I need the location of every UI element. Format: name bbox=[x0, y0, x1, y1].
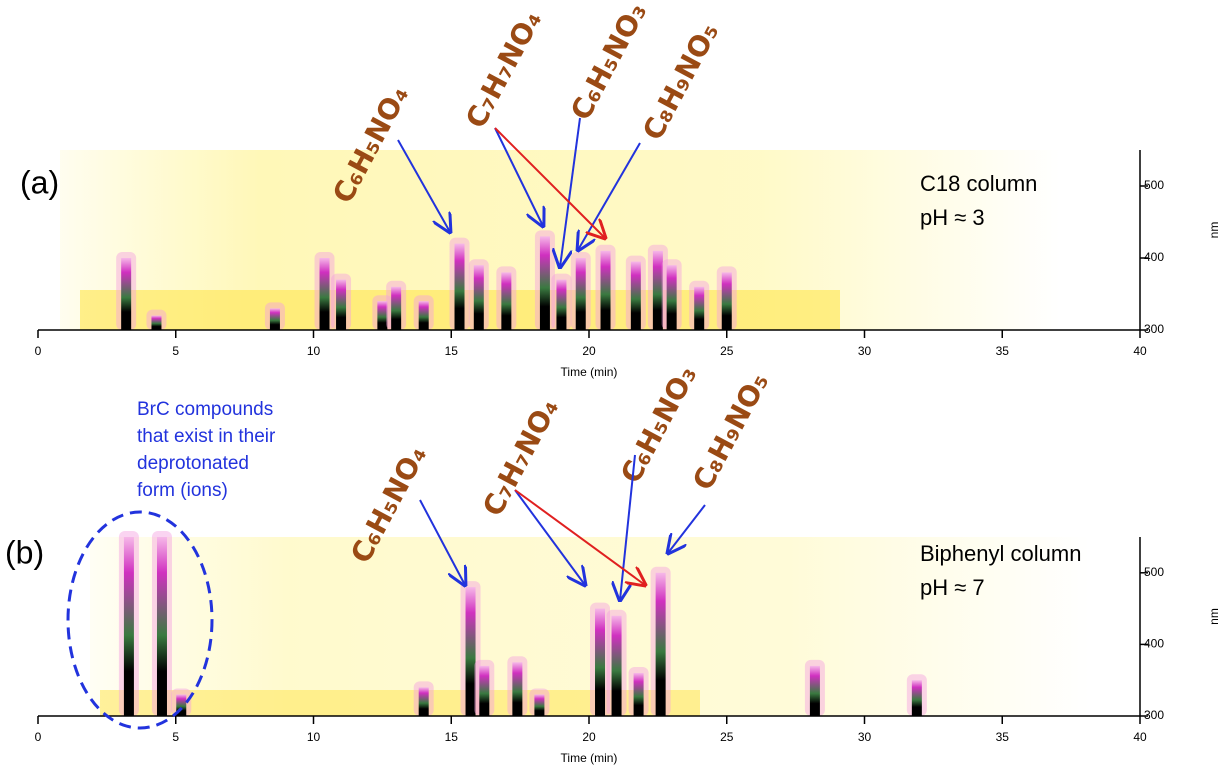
x-tick-label: 30 bbox=[858, 344, 872, 358]
note: that exist in their bbox=[137, 426, 276, 447]
peak bbox=[633, 673, 644, 716]
peak bbox=[454, 243, 465, 330]
y-tick-label: 500 bbox=[1144, 565, 1164, 579]
peak bbox=[465, 587, 476, 716]
peak bbox=[595, 608, 606, 716]
peak bbox=[534, 694, 545, 716]
note: form (ions) bbox=[137, 480, 228, 501]
panel-label: (b) bbox=[5, 534, 44, 570]
peak bbox=[418, 301, 429, 330]
peak bbox=[418, 687, 429, 716]
x-tick-label: 20 bbox=[582, 344, 596, 358]
note: deprotonated bbox=[137, 453, 249, 474]
peak bbox=[575, 258, 586, 330]
peak bbox=[721, 272, 732, 330]
peak bbox=[512, 662, 523, 716]
x-tick-label: 35 bbox=[996, 730, 1010, 744]
peak bbox=[151, 315, 162, 330]
y-tick-label: 400 bbox=[1144, 637, 1164, 651]
formula: C₈H₉NO₅ bbox=[686, 367, 775, 496]
x-tick-label: 20 bbox=[582, 730, 596, 744]
peak bbox=[630, 261, 641, 330]
peak bbox=[479, 665, 490, 716]
x-tick-label: 10 bbox=[307, 730, 321, 744]
peak bbox=[269, 308, 280, 330]
y-tick-label: 400 bbox=[1144, 250, 1164, 264]
formula: C₆H₅NO₃ bbox=[564, 0, 653, 126]
x-tick-label: 25 bbox=[720, 730, 734, 744]
x-tick-label: 30 bbox=[858, 730, 872, 744]
x-tick-label: 15 bbox=[445, 730, 459, 744]
peak bbox=[655, 572, 666, 716]
peak bbox=[121, 258, 132, 330]
formula: C₆H₅NO₃ bbox=[614, 360, 703, 489]
peak bbox=[611, 615, 622, 716]
peak bbox=[473, 265, 484, 330]
y-axis-label: nm bbox=[1207, 608, 1221, 625]
panel-label: (a) bbox=[20, 164, 59, 200]
y-tick-label: 500 bbox=[1144, 178, 1164, 192]
peak bbox=[600, 250, 611, 330]
peak bbox=[652, 250, 663, 330]
annotation: pH ≈ 7 bbox=[920, 575, 985, 600]
x-tick-label: 5 bbox=[172, 344, 179, 358]
peak bbox=[377, 301, 388, 330]
peak bbox=[391, 286, 402, 330]
x-tick-label: 5 bbox=[172, 730, 179, 744]
annotation: Biphenyl column bbox=[920, 541, 1081, 566]
x-tick-label: 40 bbox=[1133, 344, 1147, 358]
x-tick-label: 35 bbox=[996, 344, 1010, 358]
peak bbox=[694, 286, 705, 330]
peak bbox=[336, 279, 347, 330]
x-tick-label: 0 bbox=[35, 344, 42, 358]
y-tick-label: 300 bbox=[1144, 708, 1164, 722]
peak bbox=[123, 537, 134, 716]
x-tick-label: 40 bbox=[1133, 730, 1147, 744]
annotation: pH ≈ 3 bbox=[920, 205, 985, 230]
x-tick-label: 25 bbox=[720, 344, 734, 358]
peak bbox=[911, 680, 922, 716]
peak bbox=[809, 665, 820, 716]
peak bbox=[556, 279, 567, 330]
arrows bbox=[66, 117, 706, 730]
peak bbox=[156, 537, 167, 716]
y-tick-label: 300 bbox=[1144, 322, 1164, 336]
note: BrC compounds bbox=[137, 399, 273, 420]
y-axis-label: nm bbox=[1207, 222, 1221, 239]
peak bbox=[176, 694, 187, 716]
x-tick-label: 10 bbox=[307, 344, 321, 358]
x-axis-label: Time (min) bbox=[561, 751, 618, 765]
peak bbox=[501, 272, 512, 330]
peak bbox=[666, 265, 677, 330]
x-tick-label: 15 bbox=[445, 344, 459, 358]
formula: C₈H₉NO₅ bbox=[636, 17, 725, 146]
formula: C₇H₇NO₄ bbox=[459, 5, 548, 134]
peak bbox=[319, 258, 330, 330]
peak bbox=[539, 236, 550, 330]
x-tick-label: 0 bbox=[35, 730, 42, 744]
formula: C₇H₇NO₄ bbox=[476, 393, 565, 522]
annotation: C18 column bbox=[920, 171, 1037, 196]
x-axis-label: Time (min) bbox=[561, 365, 618, 379]
